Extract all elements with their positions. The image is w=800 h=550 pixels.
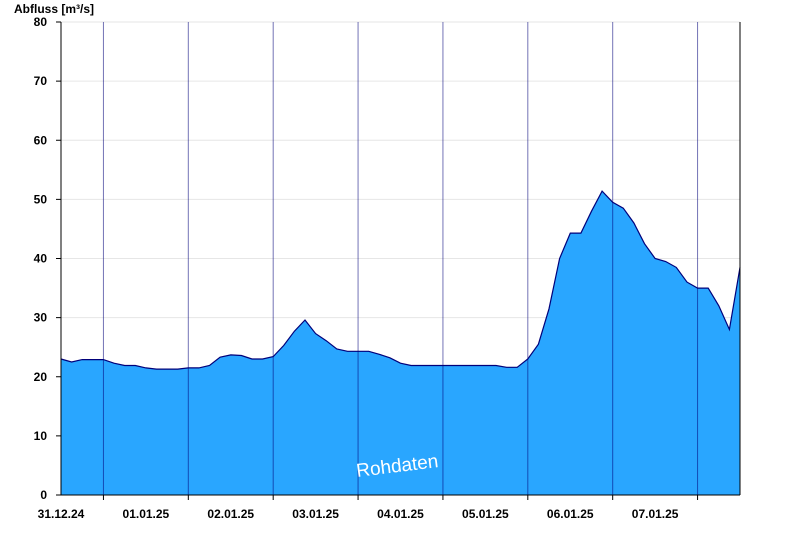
x-tick-label-7: 07.01.25 xyxy=(632,507,679,521)
x-tick-label-1: 01.01.25 xyxy=(123,507,170,521)
x-tick-label-6: 06.01.25 xyxy=(547,507,594,521)
day-separator-layer xyxy=(102,22,699,495)
x-tick-label-3: 03.01.25 xyxy=(292,507,339,521)
x-tick-label-2: 02.01.25 xyxy=(207,507,254,521)
x-tick-label-4: 04.01.25 xyxy=(377,507,424,521)
y-tick-label-60: 60 xyxy=(34,133,48,147)
label-layer: 0 10 20 30 40 50 60 70 80 31.12.24 01.01.25 02.01.2… xyxy=(34,15,679,521)
y-tick-label-10: 10 xyxy=(34,429,48,443)
area-layer xyxy=(60,190,741,495)
y-tick-label-40: 40 xyxy=(34,252,48,266)
y-tick-label-0: 0 xyxy=(40,488,47,502)
y-axis-title: Abfluss [m³/s] xyxy=(14,2,94,16)
discharge-line xyxy=(60,190,741,370)
discharge-area xyxy=(61,191,740,495)
y-tick-label-50: 50 xyxy=(34,192,48,206)
y-tick-label-70: 70 xyxy=(34,74,48,88)
y-tick-label-20: 20 xyxy=(34,370,48,384)
y-tick-label-80: 80 xyxy=(34,15,48,29)
axis-layer xyxy=(56,21,741,500)
x-tick-label-0: 31.12.24 xyxy=(38,507,85,521)
y-tick-label-30: 30 xyxy=(34,311,48,325)
x-tick-label-5: 05.01.25 xyxy=(462,507,509,521)
